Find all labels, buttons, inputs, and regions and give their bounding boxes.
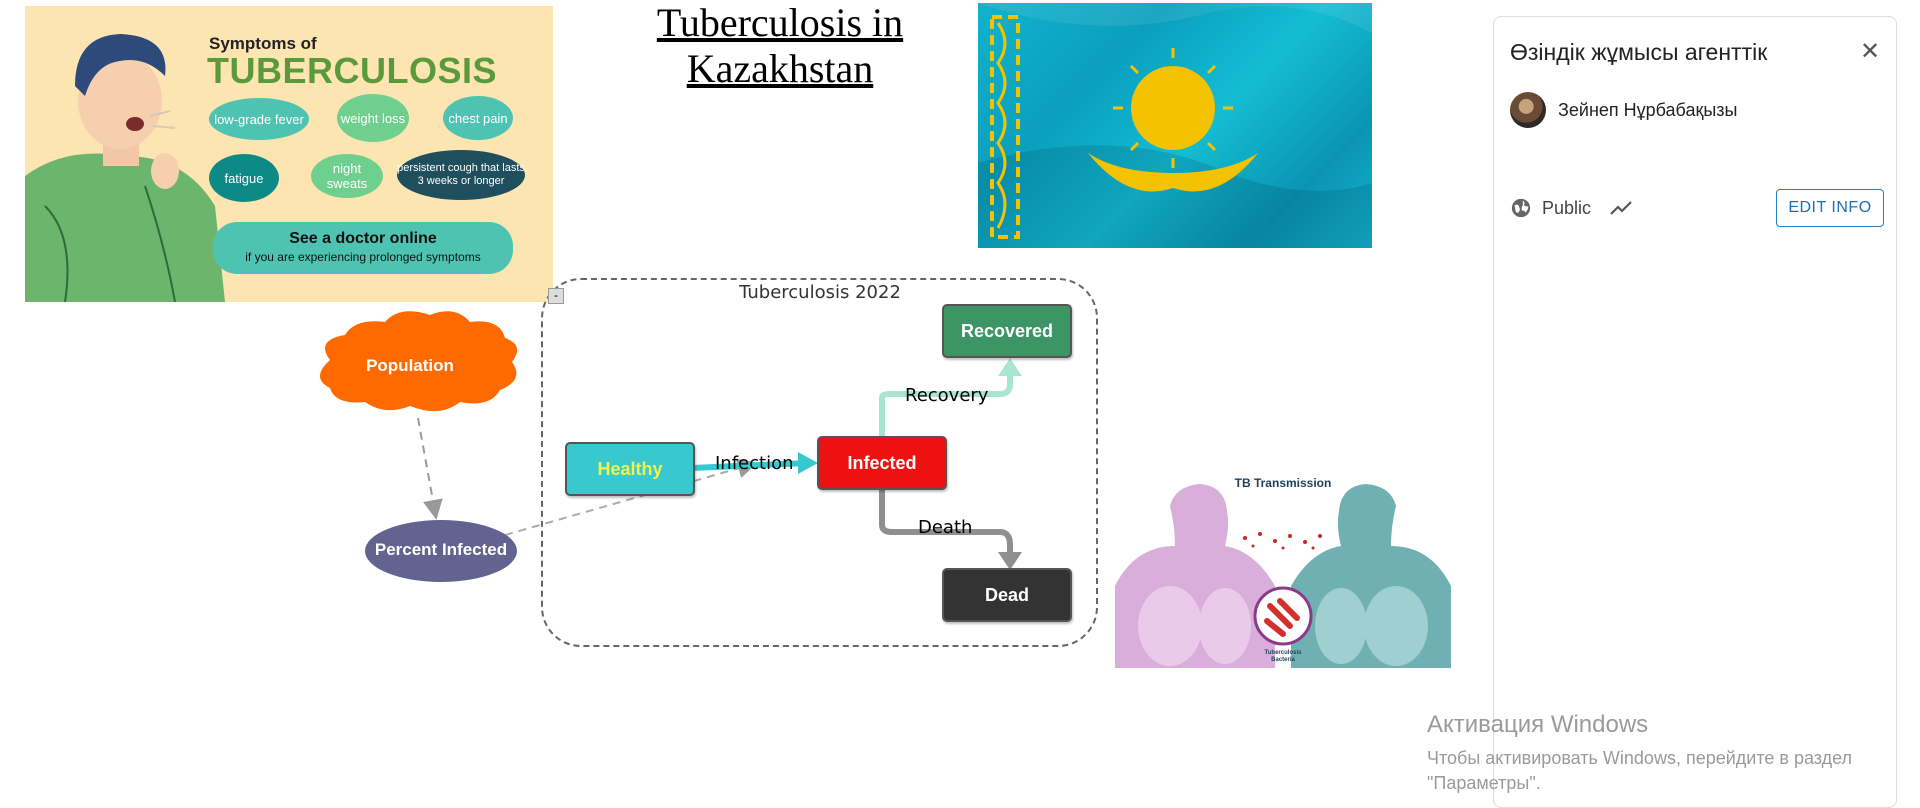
link-population-to-percent[interactable] bbox=[417, 417, 443, 520]
dead-stock[interactable]: Dead bbox=[942, 568, 1072, 622]
folder-label: Tuberculosis 2022 bbox=[739, 282, 901, 303]
visibility-label: Public bbox=[1542, 197, 1592, 218]
recovered-stock[interactable]: Recovered bbox=[942, 304, 1072, 358]
avatar[interactable] bbox=[1510, 92, 1546, 128]
bacteria-label: Tuberculosis Bacteria bbox=[1264, 650, 1302, 663]
symptom-weight-loss: weight loss bbox=[337, 94, 409, 142]
symptom-chest-pain: chest pain bbox=[443, 96, 513, 140]
cta-subtitle: if you are experiencing prolonged sympto… bbox=[245, 250, 481, 264]
coughing-man-illustration bbox=[25, 34, 225, 302]
poster-heading-big: TUBERCULOSIS bbox=[207, 50, 498, 91]
close-icon[interactable]: ✕ bbox=[1859, 37, 1881, 65]
flag-emblem bbox=[978, 3, 1372, 248]
infected-stock[interactable]: Infected bbox=[817, 436, 947, 490]
owner-name[interactable]: Зейнеп Нұрбабақызы bbox=[1558, 99, 1738, 120]
flow-infection[interactable] bbox=[691, 460, 809, 471]
tb-transmission-image[interactable]: TB Transmission Tuberculosis Bacteria bbox=[1115, 466, 1451, 668]
owner-row[interactable]: Зейнеп Нұрбабақызы bbox=[1510, 91, 1737, 129]
trend-icon[interactable] bbox=[1609, 198, 1633, 218]
infection-flow-label[interactable]: Infection bbox=[715, 453, 794, 474]
population-label: Population bbox=[366, 356, 454, 375]
poster-heading-small: Symptoms of bbox=[209, 34, 317, 53]
percent-infected-node[interactable] bbox=[365, 520, 517, 582]
transmission-title: TB Transmission bbox=[1234, 476, 1332, 490]
link-percent-to-infection[interactable] bbox=[504, 458, 758, 536]
see-doctor-banner: See a doctor online if you are experienc… bbox=[213, 222, 513, 274]
windows-activation-subtitle: Чтобы активировать Windows, перейдите в … bbox=[1427, 748, 1853, 793]
cta-title: See a doctor online bbox=[289, 230, 437, 247]
kazakhstan-flag-image[interactable] bbox=[978, 3, 1372, 248]
panel-title: Өзіндік жұмысы агенттік bbox=[1510, 39, 1768, 65]
tuberculosis-2022-folder[interactable] bbox=[541, 278, 1098, 647]
recovery-flow-label[interactable]: Recovery bbox=[905, 385, 989, 406]
percent-infected-label: Percent Infected bbox=[374, 540, 508, 559]
symptom-persistent-cough: persistent cough that lasts 3 weeks or l… bbox=[397, 150, 525, 200]
edit-info-button[interactable]: EDIT INFO bbox=[1776, 189, 1884, 227]
windows-activation-title: Активация Windows bbox=[1427, 711, 1649, 738]
symptom-fatigue: fatigue bbox=[209, 154, 279, 202]
flow-recovery[interactable] bbox=[879, 368, 1013, 438]
globe-icon bbox=[1511, 198, 1531, 218]
symptom-fever: low-grade fever bbox=[209, 98, 309, 140]
visibility-row: Public bbox=[1510, 197, 1633, 219]
death-flow-label[interactable]: Death bbox=[918, 517, 973, 538]
info-panel: Өзіндік жұмысы агенттік ✕ Зейнеп Нұрбаба… bbox=[1493, 16, 1897, 808]
folder-collapse-button[interactable]: - bbox=[548, 288, 564, 304]
page-title: Tuberculosis in Kazakhstan bbox=[656, 0, 904, 91]
tb-symptoms-image[interactable]: Symptoms of TUBERCULOSIS low-grade fever… bbox=[25, 6, 553, 302]
transmission-illustration bbox=[1115, 484, 1451, 668]
healthy-stock[interactable]: Healthy bbox=[565, 442, 695, 496]
symptom-night-sweats: night sweats bbox=[311, 154, 383, 198]
population-node[interactable] bbox=[320, 311, 518, 412]
flow-death[interactable] bbox=[879, 490, 1013, 558]
